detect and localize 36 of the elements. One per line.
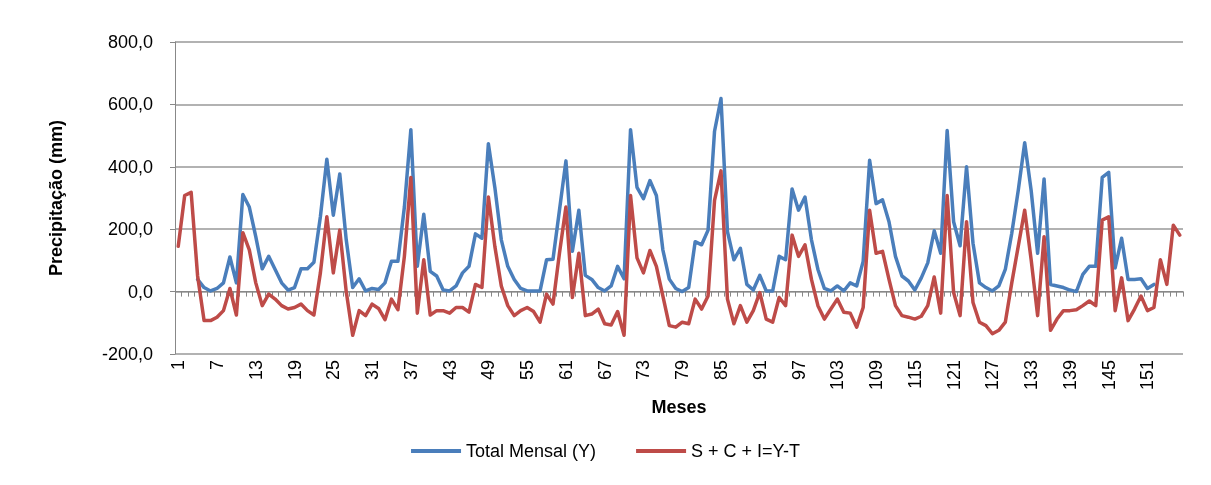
x-tick-label: 145	[1098, 360, 1119, 391]
legend-label: Total Mensal (Y)	[466, 441, 597, 461]
x-tick-label: 7	[207, 360, 227, 371]
x-tick-label: 133	[1021, 360, 1042, 391]
x-tick-label: 97	[788, 360, 809, 381]
y-axis-title: Precipitação (mm)	[46, 119, 66, 277]
x-tick-label: 103	[827, 360, 848, 391]
x-tick-label: 1	[168, 360, 189, 371]
x-tick-label: 49	[478, 360, 499, 381]
x-tick-label: 31	[362, 360, 383, 381]
x-tick-label: 151	[1137, 360, 1158, 391]
x-tick-label: 73	[633, 360, 654, 381]
x-tick-label: 43	[439, 360, 460, 381]
x-tick-label: 67	[594, 360, 615, 381]
x-axis-title: Meses	[651, 396, 707, 417]
y-tick-label: -200,0	[101, 344, 153, 364]
y-tick-label: 400,0	[107, 156, 153, 177]
x-tick-label: 79	[672, 360, 693, 381]
x-tick-label: 85	[711, 360, 731, 381]
x-tick-label: 61	[555, 360, 576, 381]
x-tick-label: 127	[982, 360, 1003, 391]
x-tick-label: 109	[866, 360, 887, 391]
x-tick-label: 91	[749, 360, 770, 381]
y-tick-label: 200,0	[107, 219, 153, 240]
y-tick-label: 800,0	[107, 32, 153, 52]
y-tick-label: 600,0	[107, 94, 153, 115]
legend-label: S + C + I=Y-T	[691, 441, 800, 461]
x-tick-label: 139	[1059, 360, 1080, 391]
x-tick-label: 55	[517, 360, 538, 381]
x-tick-label: 37	[400, 360, 421, 381]
y-tick-label: 0,0	[127, 281, 153, 302]
x-tick-label: 121	[943, 360, 964, 391]
x-tick-label: 115	[904, 360, 925, 389]
x-tick-label: 19	[284, 360, 305, 381]
x-tick-label: 13	[245, 360, 266, 381]
x-tick-label: 25	[323, 360, 344, 381]
